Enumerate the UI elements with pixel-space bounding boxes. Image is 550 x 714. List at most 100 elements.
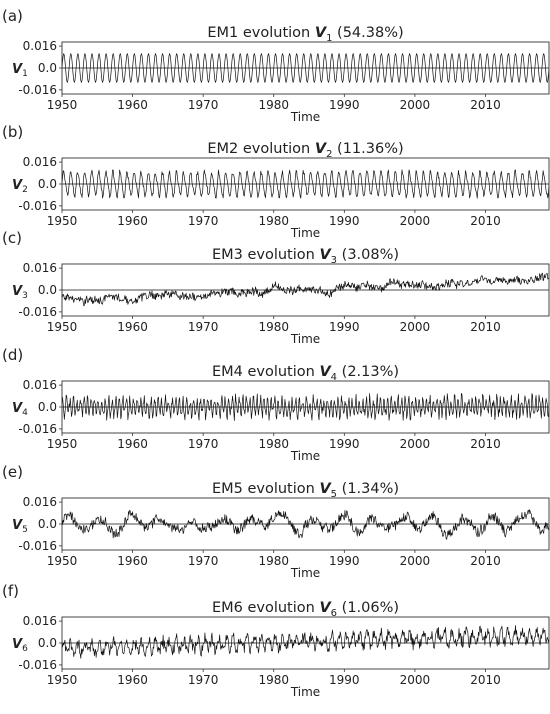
title-prefix: EM5 evolution [212, 481, 319, 497]
x-tick-label: 2010 [470, 98, 501, 112]
panel-b: (b)EM2 evolution V2 (11.36%)V20.0160.0-0… [2, 123, 550, 240]
y-tick-label: 0.0 [38, 177, 57, 191]
y-tick-label: 0.0 [38, 61, 57, 75]
x-tick-label: 1950 [47, 673, 78, 687]
title-prefix: EM3 evolution [212, 247, 319, 263]
series-line [62, 169, 549, 199]
x-tick-label: 1960 [117, 673, 148, 687]
panel-label: (a) [2, 7, 23, 25]
series-line [62, 393, 549, 421]
x-tick-label: 2010 [470, 214, 501, 228]
y-axis-label: V5 [12, 518, 28, 535]
y-tick-label: -0.016 [18, 305, 57, 319]
x-tick-label: 1960 [117, 320, 148, 334]
y-axis-label: V6 [12, 637, 28, 654]
panel-label: (b) [2, 123, 23, 141]
title-suffix: (54.38%) [332, 25, 403, 41]
title-prefix: EM4 evolution [212, 364, 319, 380]
x-tick-label: 2010 [470, 320, 501, 334]
title-sub: 3 [331, 255, 337, 266]
x-tick-label: 1970 [188, 554, 219, 568]
x-tick-label: 1980 [258, 320, 289, 334]
x-axis-label: Time [290, 110, 320, 124]
series-line [62, 509, 549, 540]
y-tick-label: 0.016 [23, 495, 57, 509]
panel-title: EM6 evolution V6 (1.06%) [212, 600, 399, 619]
x-tick-label: 1960 [117, 437, 148, 451]
title-suffix: (1.06%) [337, 600, 399, 616]
y-tick-label: -0.016 [18, 422, 57, 436]
y-tick-label: -0.016 [18, 539, 57, 553]
panel-label: (f) [2, 582, 19, 600]
y-tick-label: 0.016 [23, 261, 57, 275]
x-tick-label: 1970 [188, 214, 219, 228]
x-tick-label: 1990 [329, 554, 360, 568]
x-tick-label: 1970 [188, 320, 219, 334]
title-prefix: EM1 evolution [207, 25, 314, 41]
x-tick-label: 1990 [329, 98, 360, 112]
x-axis-label: Time [290, 685, 320, 699]
y-tick-label: 0.016 [23, 39, 57, 53]
y-tick-label: 0.0 [38, 636, 57, 650]
y-tick-label: 0.016 [23, 378, 57, 392]
y-tick-label: 0.016 [23, 614, 57, 628]
x-axis-label: Time [290, 449, 320, 463]
x-tick-label: 1990 [329, 673, 360, 687]
x-tick-label: 1950 [47, 214, 78, 228]
x-tick-label: 1960 [117, 98, 148, 112]
y-tick-label: 0.0 [38, 283, 57, 297]
panel-a: (a)EM1 evolution V1 (54.38%)V10.0160.0-0… [2, 7, 550, 124]
x-tick-label: 1980 [258, 554, 289, 568]
x-axis-label: Time [290, 332, 320, 346]
title-prefix: EM6 evolution [212, 600, 319, 616]
x-tick-label: 2000 [400, 98, 431, 112]
panel-d: (d)EM4 evolution V4 (2.13%)V40.0160.0-0.… [2, 346, 550, 463]
panel-label: (e) [2, 463, 23, 481]
title-var: V [319, 481, 332, 497]
x-tick-label: 1950 [47, 554, 78, 568]
title-suffix: (1.34%) [337, 481, 399, 497]
panel-title: EM5 evolution V5 (1.34%) [212, 481, 399, 500]
x-tick-label: 1990 [329, 437, 360, 451]
y-axis-label: V2 [12, 178, 28, 195]
title-suffix: (2.13%) [337, 364, 399, 380]
y-axis-label: V1 [12, 62, 28, 79]
x-axis-label: Time [290, 566, 320, 580]
x-tick-label: 1960 [117, 554, 148, 568]
title-sub: 2 [326, 149, 332, 160]
x-tick-label: 1980 [258, 673, 289, 687]
title-sub: 1 [326, 33, 332, 44]
y-axis-label: V3 [12, 284, 28, 301]
title-var: V [315, 141, 328, 157]
title-prefix: EM2 evolution [207, 141, 314, 157]
y-tick-label: -0.016 [18, 83, 57, 97]
x-tick-label: 2000 [400, 214, 431, 228]
panel-label: (d) [2, 346, 23, 364]
y-tick-label: 0.0 [38, 517, 57, 531]
title-sub: 6 [331, 608, 337, 619]
x-tick-label: 2000 [400, 437, 431, 451]
title-var: V [319, 600, 332, 616]
x-tick-label: 1950 [47, 437, 78, 451]
panel-title: EM3 evolution V3 (3.08%) [212, 247, 399, 266]
x-tick-label: 1970 [188, 673, 219, 687]
y-tick-label: -0.016 [18, 199, 57, 213]
x-tick-label: 2000 [400, 554, 431, 568]
panel-title: EM4 evolution V4 (2.13%) [212, 364, 399, 383]
panel-e: (e) EM5 evolution V5 (1.34%) V5 0.016 0.0 -0.… [2, 463, 550, 580]
series-line [62, 625, 549, 659]
title-sub: 4 [331, 372, 337, 383]
x-tick-label: 1960 [117, 214, 148, 228]
y-tick-label: -0.016 [18, 658, 57, 672]
x-tick-label: 1980 [258, 98, 289, 112]
x-tick-label: 2000 [400, 673, 431, 687]
title-var: V [319, 364, 332, 380]
x-tick-label: 2010 [470, 437, 501, 451]
title-suffix: (11.36%) [332, 141, 403, 157]
title-suffix: (3.08%) [337, 247, 399, 263]
y-tick-label: 0.0 [38, 400, 57, 414]
panel-title: EM2 evolution V2 (11.36%) [207, 141, 403, 160]
panel-label: (c) [2, 229, 22, 247]
x-tick-label: 1990 [329, 214, 360, 228]
y-axis-label: V4 [12, 401, 28, 418]
